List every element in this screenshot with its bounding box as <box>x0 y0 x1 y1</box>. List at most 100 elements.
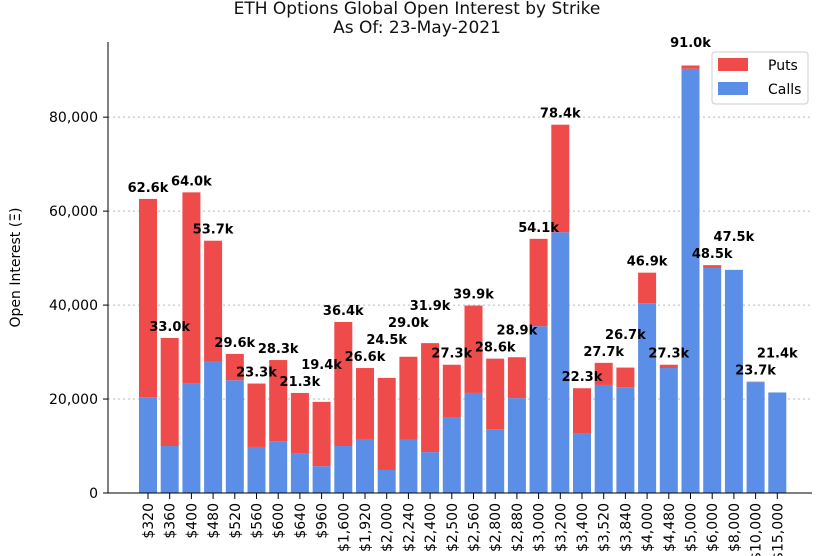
bar-calls <box>290 453 309 493</box>
x-tick-label: $2,400 <box>423 503 439 552</box>
bar-calls <box>269 441 288 493</box>
x-tick-label: $15,000 <box>770 503 786 556</box>
total-label: 33.0k <box>149 320 190 335</box>
bar-puts <box>160 337 179 447</box>
x-tick-label: $480 <box>206 503 222 539</box>
bar-puts <box>703 265 722 268</box>
bar-calls <box>247 446 266 493</box>
total-label: 39.9k <box>453 288 494 303</box>
bar-calls <box>659 368 678 493</box>
bar-calls <box>638 303 657 493</box>
total-label: 28.9k <box>497 324 538 339</box>
bar-calls <box>464 392 483 493</box>
total-label: 47.5k <box>714 230 755 245</box>
total-label: 28.6k <box>475 341 516 356</box>
x-tick-label: $8,000 <box>727 503 743 552</box>
x-tick-label: $3,200 <box>553 503 569 552</box>
x-tick-label: $640 <box>293 503 309 539</box>
total-label: 23.3k <box>236 366 277 381</box>
total-label: 27.3k <box>648 347 689 362</box>
bar-calls <box>616 387 635 493</box>
bar-calls <box>529 326 548 493</box>
bar-calls <box>724 269 743 493</box>
x-tick-label: $2,240 <box>401 503 417 552</box>
bar-calls <box>160 446 179 493</box>
legend-label: Puts <box>768 58 798 74</box>
bar-puts <box>573 388 591 434</box>
bar-calls <box>703 267 722 493</box>
bar-calls <box>421 452 440 493</box>
x-tick-label: $2,500 <box>445 503 461 552</box>
bar-puts <box>399 356 418 440</box>
total-label: 21.4k <box>757 347 798 362</box>
x-tick-label: $3,400 <box>575 503 591 552</box>
chart-subtitle: As Of: 23-May-2021 <box>333 18 501 38</box>
total-label: 27.3k <box>431 347 472 362</box>
bar-puts <box>247 383 266 447</box>
chart-title: ETH Options Global Open Interest by Stri… <box>233 0 601 19</box>
bar-calls <box>551 232 570 493</box>
bar-puts <box>290 392 309 454</box>
bar-calls <box>356 438 374 493</box>
bar-puts <box>638 272 657 304</box>
total-label: 24.5k <box>366 333 407 348</box>
total-label: 48.5k <box>692 247 733 262</box>
x-tick-label: $3,000 <box>532 503 548 552</box>
total-label: 54.1k <box>518 221 559 236</box>
bar-calls <box>573 433 591 493</box>
x-tick-label: $360 <box>163 503 179 539</box>
bar-puts <box>594 362 613 385</box>
bar-calls <box>486 429 505 493</box>
bar-puts <box>486 358 505 430</box>
x-tick-label: $10,000 <box>749 503 765 556</box>
bar-puts <box>139 198 157 398</box>
x-tick-label: $1,600 <box>336 503 352 552</box>
total-label: 46.9k <box>627 255 668 270</box>
total-label: 31.9k <box>410 299 451 314</box>
bar-puts <box>334 321 353 447</box>
total-label: 27.7k <box>583 345 624 360</box>
total-label: 29.6k <box>214 336 255 351</box>
total-label: 29.0k <box>388 316 429 331</box>
bar-puts <box>659 364 678 369</box>
bar-puts <box>616 367 635 388</box>
bar-puts <box>442 364 461 418</box>
total-label: 22.3k <box>562 370 603 385</box>
legend-label: Calls <box>768 82 801 98</box>
bar-puts <box>421 343 440 453</box>
bar-calls <box>594 384 613 493</box>
bar-calls <box>507 398 526 493</box>
legend-swatch <box>718 82 748 95</box>
bar-calls <box>139 397 157 493</box>
bar-calls <box>377 469 396 493</box>
bar-calls <box>442 417 461 493</box>
total-label: 64.0k <box>171 174 212 189</box>
bar-calls <box>312 466 331 493</box>
total-label: 21.3k <box>280 375 321 390</box>
bar-puts <box>529 238 548 327</box>
bar-calls <box>334 446 353 493</box>
x-tick-label: $4,480 <box>662 503 678 552</box>
bar-calls <box>182 383 201 493</box>
total-label: 62.6k <box>128 181 169 196</box>
bar-calls <box>399 439 418 493</box>
bar-calls <box>746 382 765 493</box>
x-tick-label: $2,000 <box>380 503 396 552</box>
y-tick-label: 0 <box>89 486 98 502</box>
x-tick-label: $320 <box>141 503 157 539</box>
bar-puts <box>507 357 526 399</box>
x-tick-label: $5,000 <box>684 503 700 552</box>
total-label: 53.7k <box>193 223 234 238</box>
bar-puts <box>356 368 374 439</box>
legend-swatch <box>718 58 748 71</box>
bar-calls <box>204 361 223 493</box>
bar-puts <box>681 65 700 69</box>
x-tick-label: $2,560 <box>467 503 483 552</box>
y-tick-label: 20,000 <box>49 392 98 408</box>
x-tick-label: $6,000 <box>705 503 721 552</box>
bar-puts <box>377 377 396 470</box>
x-tick-label: $520 <box>228 503 244 539</box>
bar-puts <box>312 401 331 467</box>
x-tick-label: $3,840 <box>618 503 634 552</box>
